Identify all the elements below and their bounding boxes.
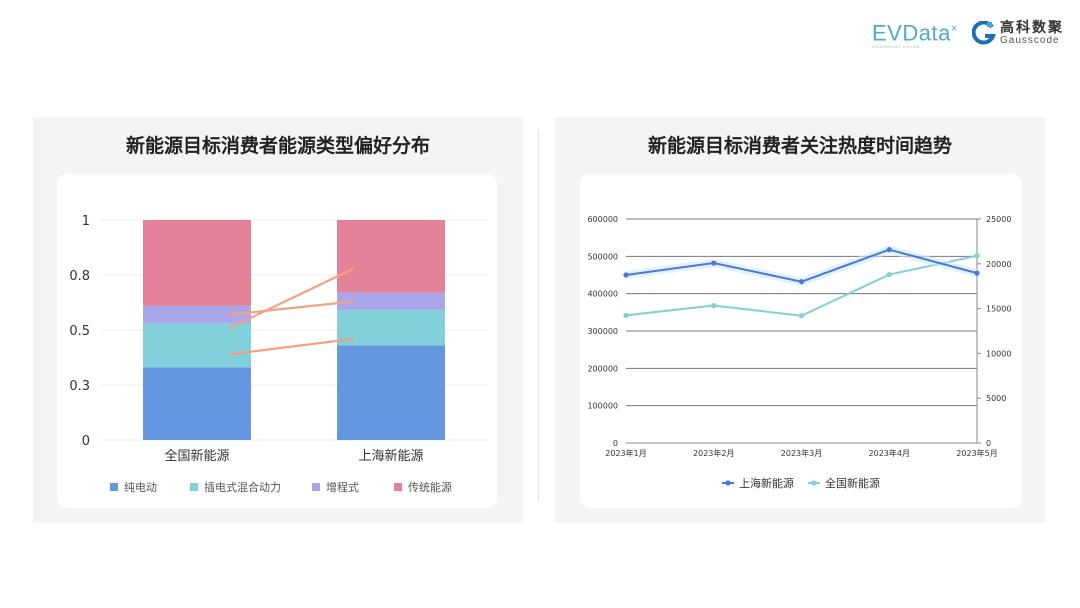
data-point <box>623 272 629 278</box>
right-y-tick-label: 5000 <box>986 394 1006 403</box>
bar-segment-2 <box>143 323 251 368</box>
legend-marker <box>725 480 731 486</box>
bar-segment-3 <box>337 292 445 311</box>
bar-segment-2 <box>337 310 445 346</box>
left-y-tick-label: 200000 <box>587 364 618 373</box>
bar-segment-4 <box>143 220 251 306</box>
left-y-tick-label: 100000 <box>587 402 618 411</box>
bar-segment-1 <box>337 345 445 440</box>
legend-label: 增程式 <box>326 480 359 494</box>
left-y-tick-label: 400000 <box>587 290 618 299</box>
legend-swatch <box>110 483 118 491</box>
x-tick-label: 2023年5月 <box>956 448 997 458</box>
left-y-tick-label: 0 <box>613 439 618 448</box>
right-y-tick-label: 10000 <box>986 349 1011 358</box>
legend-swatch <box>394 483 402 491</box>
left-y-tick-label: 600000 <box>587 215 618 224</box>
data-point <box>886 247 892 253</box>
data-point <box>711 302 717 309</box>
left-y-tick-label: 300000 <box>587 327 618 336</box>
x-tick-label: 2023年1月 <box>605 448 646 458</box>
series-glow <box>625 245 979 286</box>
legend-label: 传统能源 <box>408 480 452 494</box>
legend-label: 上海新能源 <box>739 476 794 490</box>
category-label: 全国新能源 <box>164 448 229 464</box>
y-tick-label: 0.3 <box>69 379 90 394</box>
left-y-tick-label: 500000 <box>587 252 618 261</box>
y-tick-label: 0.8 <box>69 269 90 284</box>
data-point <box>974 253 980 259</box>
bar-segment-1 <box>143 367 251 440</box>
legend-marker <box>811 480 817 486</box>
x-tick-label: 2023年3月 <box>781 448 822 458</box>
connector-line <box>229 300 355 316</box>
x-tick-label: 2023年4月 <box>869 448 910 458</box>
legend-label: 纯电动 <box>124 481 157 494</box>
data-point <box>886 271 892 278</box>
connector-line <box>229 267 355 329</box>
legend-swatch <box>312 483 320 491</box>
y-tick-label: 0 <box>82 434 90 449</box>
chart-title: 新能源目标消费者关注热度时间趋势 <box>647 135 952 157</box>
connector-line <box>229 337 355 356</box>
gausscode-icon <box>972 21 996 45</box>
legend-swatch <box>190 483 198 491</box>
bar-segment-3 <box>143 305 251 324</box>
trend-panel: 新能源目标消费者关注热度时间趋势 <box>555 117 1045 523</box>
data-point <box>711 260 717 266</box>
right-y-tick-label: 25000 <box>986 215 1011 224</box>
gausscode-logo: 高科数聚 Gausscode <box>972 20 1064 46</box>
right-y-tick-label: 0 <box>986 439 991 448</box>
legend-label: 全国新能源 <box>825 476 880 490</box>
trend-chart-card <box>580 174 1022 508</box>
legend-label: 插电式混合动力 <box>204 480 281 494</box>
x-tick-label: 2023年2月 <box>693 448 734 458</box>
right-y-tick-label: 15000 <box>986 305 1011 314</box>
bar-segment-4 <box>337 220 445 293</box>
category-label: 上海新能源 <box>358 448 423 464</box>
y-tick-label: 0.5 <box>69 324 90 339</box>
data-point <box>798 313 805 319</box>
data-point <box>974 270 980 276</box>
chart-title: 新能源目标消费者能源类型偏好分布 <box>125 135 430 157</box>
right-y-tick-label: 20000 <box>986 260 1011 269</box>
y-tick-label: 1 <box>82 214 90 229</box>
data-point <box>798 279 805 285</box>
evdata-logo: EVData× SHANGHAI CHINA <box>872 20 958 50</box>
divider <box>538 130 539 500</box>
data-point <box>623 312 629 318</box>
